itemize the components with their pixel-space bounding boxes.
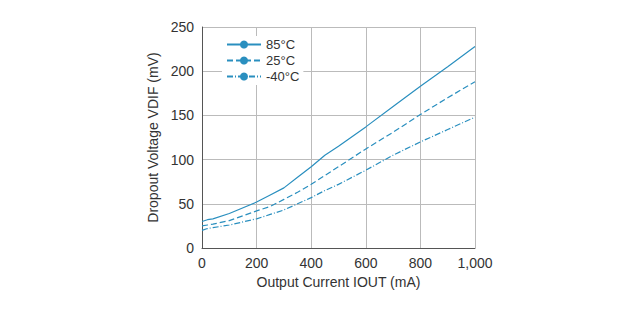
svg-text:50: 50: [178, 196, 194, 212]
svg-text:85°C: 85°C: [266, 37, 295, 52]
svg-text:200: 200: [245, 255, 269, 271]
svg-text:150: 150: [171, 107, 195, 123]
svg-text:800: 800: [409, 255, 433, 271]
svg-text:Output Current IOUT (mA): Output Current IOUT (mA): [257, 274, 421, 290]
svg-text:0: 0: [186, 240, 194, 256]
svg-text:25°C: 25°C: [266, 53, 295, 68]
svg-text:600: 600: [354, 255, 378, 271]
svg-text:Dropout Voltage VDIF (mV): Dropout Voltage VDIF (mV): [145, 52, 161, 222]
svg-text:-40°C: -40°C: [266, 69, 299, 84]
svg-text:0: 0: [198, 255, 206, 271]
svg-text:1,000: 1,000: [457, 255, 492, 271]
svg-text:400: 400: [300, 255, 324, 271]
svg-text:100: 100: [171, 152, 195, 168]
svg-text:200: 200: [171, 63, 195, 79]
svg-text:250: 250: [171, 19, 195, 35]
